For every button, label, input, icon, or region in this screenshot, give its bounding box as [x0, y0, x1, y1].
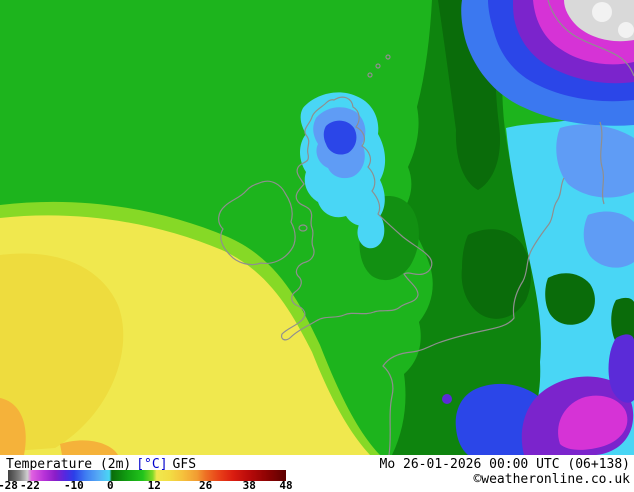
temperature-field-svg: [0, 0, 634, 455]
map-unit: [°C]: [136, 457, 168, 472]
legend-tick: 48: [279, 479, 293, 492]
region-spiral-white-2: [618, 22, 634, 38]
legend-tick: 0: [106, 479, 114, 492]
map-datetime: Mo 26-01-2026 00:00 UTC (06+138): [379, 457, 630, 472]
region-edge-violet-streak: [608, 334, 634, 403]
coastline-ireland: [218, 180, 296, 266]
region-green-blob-in-cyan: [545, 273, 595, 325]
legend-tick: -10: [63, 479, 84, 492]
coastline-norway: [547, 0, 634, 77]
coastline-continent: [382, 177, 565, 455]
region-darkgreen-band: [392, 0, 545, 455]
legend-tick: 38: [242, 479, 256, 492]
map-title-line: Temperature (2m) [°C] GFS: [6, 457, 201, 472]
region-spiral-gray: [556, 0, 634, 42]
region-scotland-cyan-tail: [357, 209, 385, 249]
island-shetland-2: [385, 54, 391, 60]
legend-tick: 12: [147, 479, 161, 492]
region-orange-strip: [60, 440, 118, 455]
region-yellow-deep: [0, 253, 124, 452]
copyright-link[interactable]: ©weatheronline.co.uk: [473, 472, 630, 487]
region-spiral-white-1: [592, 2, 612, 22]
temperature-map: [0, 0, 634, 455]
region-darkgreen-core-benelux: [461, 229, 531, 319]
island-orkney: [367, 72, 373, 78]
coastline-great-britain: [281, 96, 433, 341]
map-title: Temperature (2m): [6, 457, 132, 472]
region-orange-corner: [0, 398, 26, 455]
island-isle-of-man: [298, 224, 308, 232]
region-lightblue-east-1: [556, 124, 634, 198]
island-shetland-1: [375, 63, 381, 69]
region-violet-dot: [442, 394, 452, 404]
map-model: GFS: [172, 457, 197, 472]
legend-tick: -28: [0, 479, 18, 492]
region-lightblue-east-2: [583, 211, 634, 268]
legend-gradient-bar: [8, 470, 286, 481]
region-alps-magenta: [558, 395, 628, 450]
coastline-denmark: [599, 121, 605, 205]
legend-ticks: -28 -22 -10 0 12 26 38 48: [0, 479, 293, 492]
legend-tick: -22: [20, 479, 40, 492]
region-scotland-blue-core: [323, 120, 357, 155]
footer-bar: Temperature (2m) [°C] GFS Mo 26-01-2026 00…: [0, 455, 634, 492]
legend-tick: 26: [199, 479, 213, 492]
